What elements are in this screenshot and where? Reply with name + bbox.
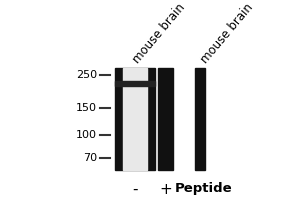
- Text: +: +: [159, 182, 172, 197]
- Bar: [115, 81, 155, 86]
- Text: 250: 250: [76, 70, 97, 80]
- Text: 100: 100: [76, 130, 97, 140]
- Bar: [158, 68, 173, 170]
- Text: mouse brain: mouse brain: [198, 1, 256, 66]
- Text: -: -: [132, 182, 138, 197]
- Bar: [115, 68, 155, 170]
- Text: Peptide: Peptide: [175, 182, 232, 195]
- Text: 150: 150: [76, 103, 97, 113]
- Bar: [123, 68, 147, 170]
- Bar: [195, 68, 205, 170]
- Text: mouse brain: mouse brain: [130, 1, 188, 66]
- Text: 70: 70: [83, 153, 97, 163]
